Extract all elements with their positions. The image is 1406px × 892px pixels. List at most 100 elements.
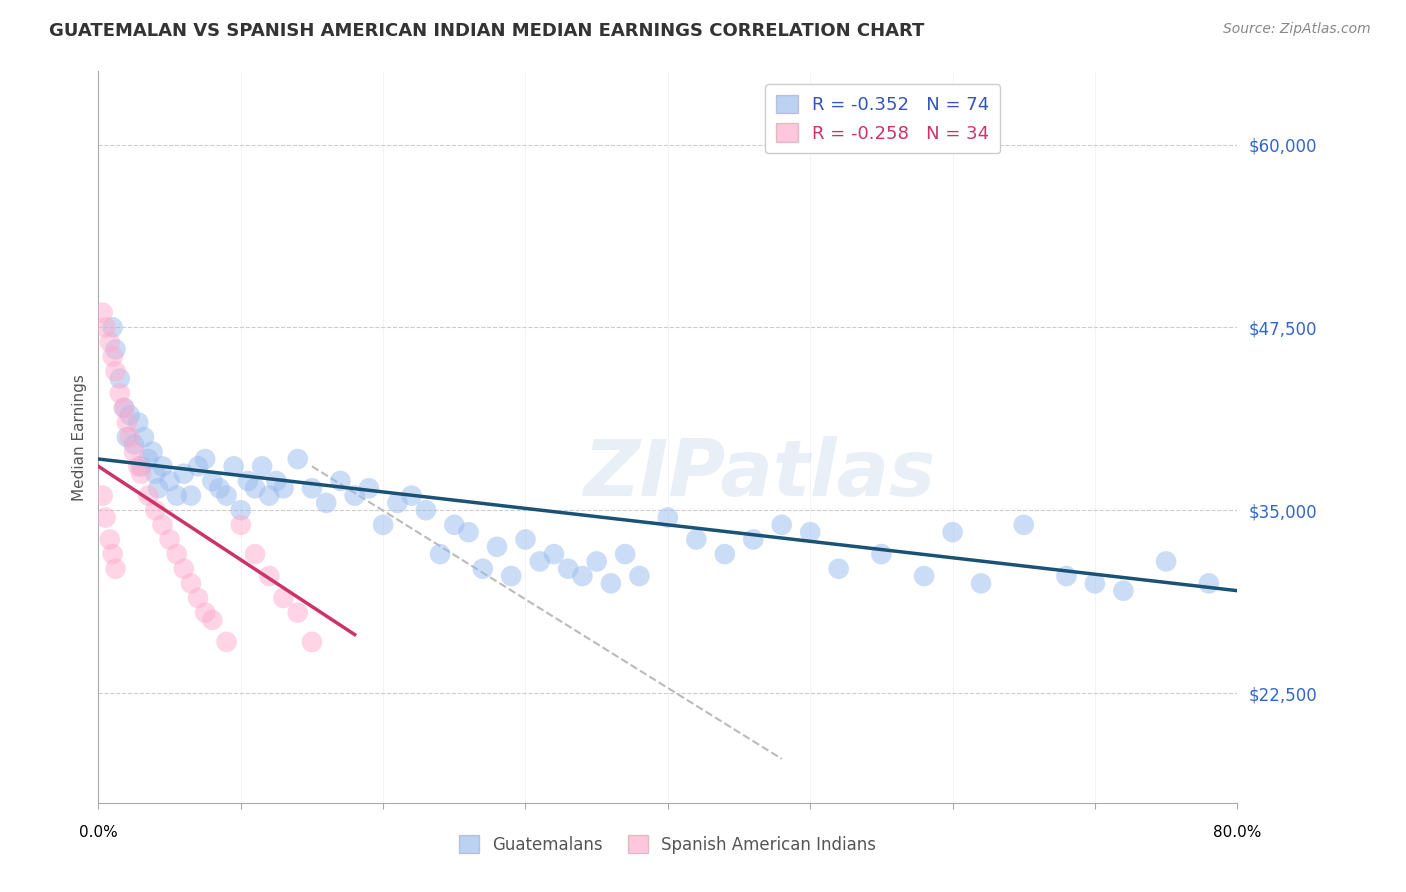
Point bbox=[799, 525, 821, 540]
Point bbox=[94, 510, 117, 524]
Point bbox=[180, 576, 202, 591]
Point bbox=[129, 459, 152, 474]
Point bbox=[104, 364, 127, 378]
Point bbox=[229, 503, 252, 517]
Point bbox=[371, 517, 394, 532]
Point bbox=[173, 562, 195, 576]
Point bbox=[208, 481, 231, 495]
Point bbox=[828, 562, 851, 576]
Point bbox=[101, 320, 124, 334]
Point bbox=[614, 547, 637, 561]
Point bbox=[159, 533, 181, 547]
Point bbox=[742, 533, 765, 547]
Point bbox=[166, 489, 188, 503]
Point bbox=[429, 547, 451, 561]
Point bbox=[870, 547, 893, 561]
Point bbox=[201, 613, 224, 627]
Point bbox=[250, 459, 273, 474]
Point bbox=[600, 576, 623, 591]
Point bbox=[194, 452, 217, 467]
Legend: Guatemalans, Spanish American Indians: Guatemalans, Spanish American Indians bbox=[453, 829, 883, 860]
Point bbox=[273, 591, 295, 605]
Point bbox=[215, 635, 238, 649]
Point bbox=[1056, 569, 1078, 583]
Point bbox=[127, 459, 149, 474]
Point bbox=[443, 517, 465, 532]
Point bbox=[315, 496, 337, 510]
Point bbox=[104, 562, 127, 576]
Point bbox=[166, 547, 188, 561]
Point bbox=[685, 533, 707, 547]
Point bbox=[112, 401, 135, 415]
Point bbox=[229, 517, 252, 532]
Point bbox=[118, 408, 141, 422]
Point bbox=[98, 533, 121, 547]
Point bbox=[515, 533, 537, 547]
Point bbox=[194, 606, 217, 620]
Point bbox=[266, 474, 288, 488]
Point bbox=[141, 444, 163, 458]
Point bbox=[136, 489, 159, 503]
Point bbox=[136, 452, 159, 467]
Point bbox=[415, 503, 437, 517]
Point bbox=[201, 474, 224, 488]
Point bbox=[970, 576, 993, 591]
Point bbox=[152, 459, 174, 474]
Y-axis label: Median Earnings: Median Earnings bbox=[72, 374, 87, 500]
Point bbox=[471, 562, 494, 576]
Point bbox=[152, 517, 174, 532]
Point bbox=[628, 569, 651, 583]
Point bbox=[1012, 517, 1035, 532]
Point bbox=[159, 474, 181, 488]
Point bbox=[215, 489, 238, 503]
Point bbox=[714, 547, 737, 561]
Text: 80.0%: 80.0% bbox=[1213, 825, 1261, 839]
Point bbox=[104, 343, 127, 357]
Point bbox=[101, 547, 124, 561]
Point bbox=[91, 489, 114, 503]
Point bbox=[912, 569, 935, 583]
Point bbox=[187, 459, 209, 474]
Point bbox=[401, 489, 423, 503]
Point bbox=[770, 517, 793, 532]
Point bbox=[132, 430, 155, 444]
Point bbox=[942, 525, 965, 540]
Text: 0.0%: 0.0% bbox=[79, 825, 118, 839]
Point bbox=[387, 496, 409, 510]
Point bbox=[122, 444, 145, 458]
Point bbox=[236, 474, 259, 488]
Point bbox=[259, 489, 281, 503]
Point bbox=[543, 547, 565, 561]
Point bbox=[585, 554, 607, 568]
Point bbox=[115, 416, 138, 430]
Point bbox=[243, 547, 266, 561]
Point bbox=[557, 562, 579, 576]
Point bbox=[529, 554, 551, 568]
Point bbox=[287, 452, 309, 467]
Point bbox=[273, 481, 295, 495]
Point bbox=[486, 540, 509, 554]
Point bbox=[329, 474, 352, 488]
Point bbox=[187, 591, 209, 605]
Text: Source: ZipAtlas.com: Source: ZipAtlas.com bbox=[1223, 22, 1371, 37]
Point bbox=[1112, 583, 1135, 598]
Point bbox=[94, 320, 117, 334]
Point bbox=[1084, 576, 1107, 591]
Point bbox=[1198, 576, 1220, 591]
Point bbox=[457, 525, 479, 540]
Point bbox=[108, 371, 131, 385]
Point bbox=[145, 503, 167, 517]
Point bbox=[108, 386, 131, 401]
Point bbox=[301, 635, 323, 649]
Point bbox=[148, 481, 170, 495]
Point bbox=[1154, 554, 1177, 568]
Point bbox=[129, 467, 152, 481]
Point bbox=[287, 606, 309, 620]
Point bbox=[145, 467, 167, 481]
Point bbox=[180, 489, 202, 503]
Point bbox=[98, 334, 121, 349]
Text: GUATEMALAN VS SPANISH AMERICAN INDIAN MEDIAN EARNINGS CORRELATION CHART: GUATEMALAN VS SPANISH AMERICAN INDIAN ME… bbox=[49, 22, 925, 40]
Text: ZIPatlas: ZIPatlas bbox=[583, 435, 935, 512]
Point bbox=[357, 481, 380, 495]
Point bbox=[343, 489, 366, 503]
